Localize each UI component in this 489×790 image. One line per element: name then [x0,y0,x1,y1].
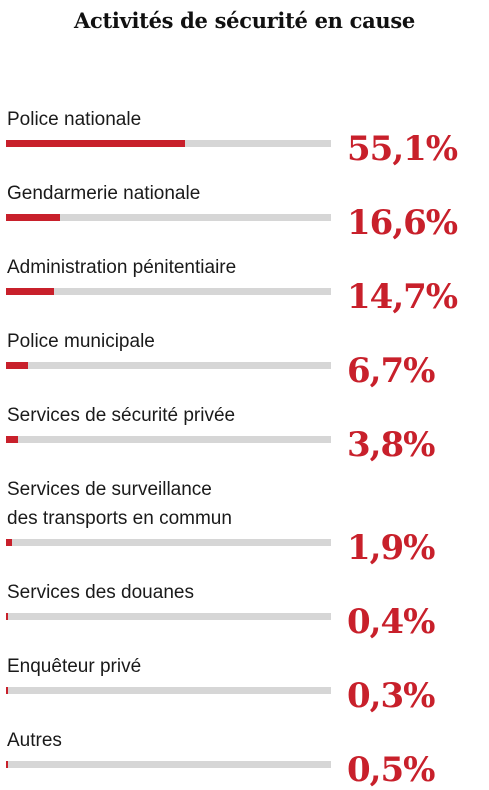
category-label: Enquêteur privé [7,656,142,677]
bar-track [6,214,331,221]
bar-fill [6,362,28,369]
value-label: 6,7% [347,351,435,391]
bar-track [6,761,331,768]
value-label: 3,8% [347,425,435,465]
bar-track [6,613,331,620]
value-label: 1,9% [347,528,435,568]
value-label: 16,6% [347,203,458,243]
bar-fill [6,214,60,221]
category-label: Autres [7,730,62,751]
category-label: Services de sécurité privée [7,405,236,426]
bar-fill [6,140,185,147]
chart-title: Activités de sécurité en cause [74,8,415,33]
bar-track [6,288,331,295]
bar-fill [6,436,18,443]
bar-track [6,687,331,694]
category-label: Services des douanes [7,582,194,603]
bar-fill [6,761,8,768]
value-label: 55,1% [347,129,458,169]
bar-fill [6,539,12,546]
bar-track [6,539,331,546]
category-label: Police municipale [7,331,155,352]
bar-track [6,362,331,369]
value-label: 14,7% [347,277,458,317]
category-label: Services de surveillance des transports … [7,479,232,529]
bar-fill [6,613,8,620]
bar-track [6,140,331,147]
value-label: 0,3% [347,676,435,716]
bar-fill [6,687,8,694]
bar-fill [6,288,54,295]
value-label: 0,4% [347,602,435,642]
value-label: 0,5% [347,750,435,790]
category-label: Police nationale [7,109,142,130]
bar-track [6,436,331,443]
category-label: Administration pénitentiaire [7,257,237,278]
category-label: Gendarmerie nationale [7,183,201,204]
